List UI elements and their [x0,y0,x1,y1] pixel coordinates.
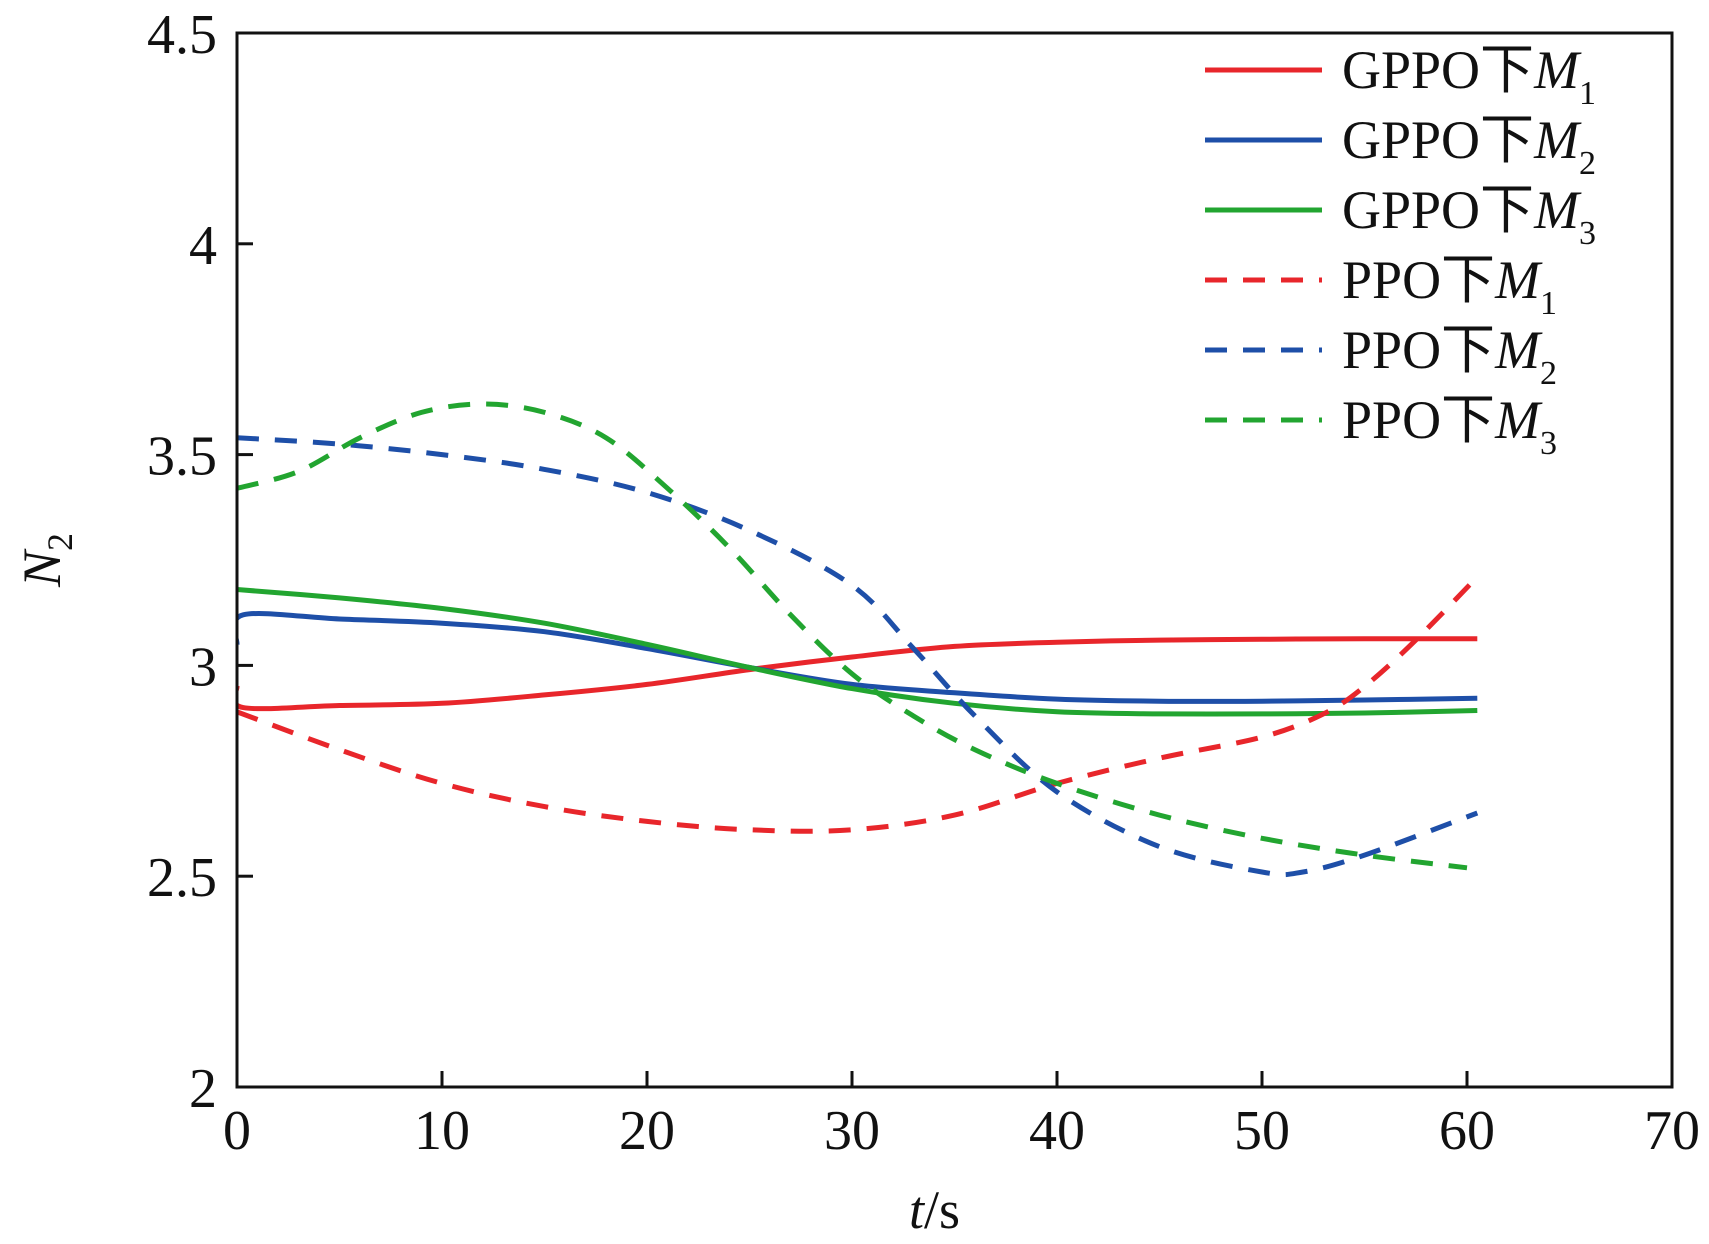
x-tick-label: 20 [619,1100,675,1162]
legend-label-3: GPPO下M3 [1342,180,1596,252]
series-line-3 [237,587,1478,717]
plot-background [237,33,1672,1087]
plot-area [237,33,1672,1087]
series-line-6 [237,401,1468,871]
legend-label-4: PPO下M1 [1342,250,1557,322]
x-axis-title: t/s [909,1180,960,1240]
x-tick-label: 60 [1439,1100,1495,1162]
axis-titles: t/sN2 [12,533,960,1240]
x-tick-label: 0 [223,1100,251,1162]
axes-frame [235,31,1674,1089]
y-tick-label: 2 [189,1058,217,1120]
x-axis-unit: /s [924,1180,960,1240]
series-line-4 [237,575,1480,834]
y-tick-label: 2.5 [147,847,217,909]
x-tick-label: 10 [414,1100,470,1162]
x-tick-label: 40 [1029,1100,1085,1162]
series-line-2 [237,610,1478,704]
y-axis-title: N2 [12,533,80,588]
y-axis-var: N [12,548,72,588]
x-tick-label: 30 [824,1100,880,1162]
y-tick-label: 3 [189,636,217,698]
legend-label-6: PPO下M3 [1342,390,1557,462]
legend-label-1: GPPO下M1 [1342,40,1596,112]
series-line-1 [237,636,1478,712]
y-tick-label: 4.5 [147,4,217,66]
x-tick-label: 50 [1234,1100,1290,1162]
y-tick-label: 4 [189,215,217,277]
series-layer [237,401,1480,878]
axes: 0 10 20 30 40 50 60 70 2 2.5 3 3.5 4 4.5 [147,4,1700,1162]
x-tick-label: 70 [1644,1100,1700,1162]
y-tick-label: 3.5 [147,426,217,488]
x-axis-var: t [909,1180,926,1240]
legend-label-2: GPPO下M2 [1342,110,1596,182]
legend-label-5: PPO下M2 [1342,320,1557,392]
y-axis-subscript: 2 [40,533,80,551]
